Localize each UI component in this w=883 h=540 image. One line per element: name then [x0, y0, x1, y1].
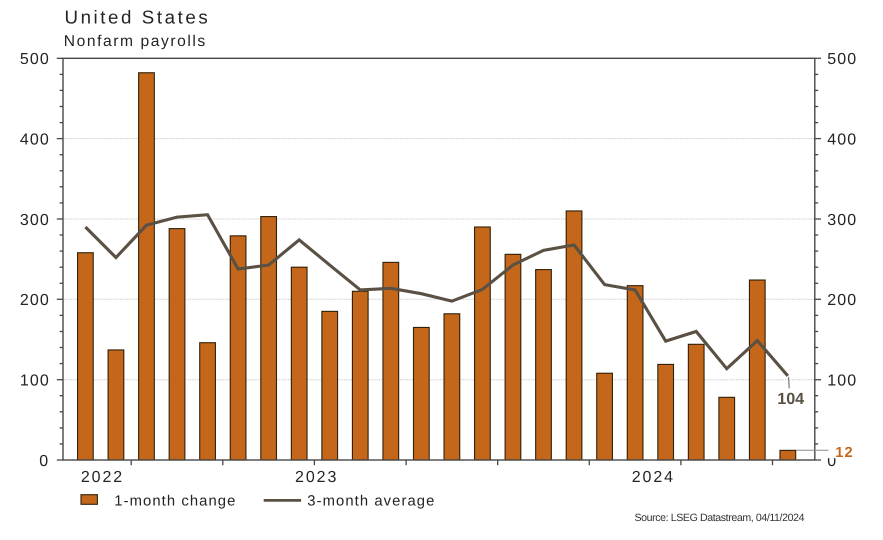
svg-text:1-month change: 1-month change	[114, 493, 235, 509]
svg-text:2022: 2022	[81, 469, 122, 486]
svg-text:500: 500	[20, 51, 49, 68]
svg-text:Source: LSEG Datastream, 04/11: Source: LSEG Datastream, 04/11/2024	[635, 512, 805, 524]
svg-text:300: 300	[827, 212, 856, 229]
svg-text:3-month average: 3-month average	[307, 493, 434, 509]
svg-text:500: 500	[827, 51, 856, 68]
svg-text:400: 400	[827, 131, 856, 148]
svg-text:200: 200	[827, 292, 856, 309]
svg-text:200: 200	[20, 292, 49, 309]
svg-text:100: 100	[827, 373, 856, 390]
svg-text:400: 400	[20, 131, 49, 148]
svg-text:2024: 2024	[632, 469, 673, 486]
svg-text:United States: United States	[65, 7, 208, 28]
svg-text:0: 0	[39, 453, 48, 470]
svg-text:Nonfarm payrolls: Nonfarm payrolls	[64, 33, 206, 50]
svg-text:2023: 2023	[295, 469, 336, 486]
svg-text:12: 12	[835, 445, 852, 461]
svg-text:300: 300	[20, 212, 49, 229]
svg-text:0: 0	[827, 453, 836, 470]
svg-text:104: 104	[777, 390, 804, 408]
svg-text:100: 100	[20, 373, 49, 390]
